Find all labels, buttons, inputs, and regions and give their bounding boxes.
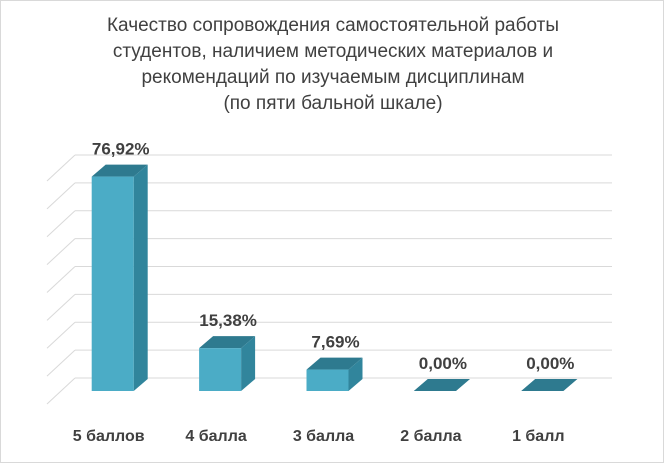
chart-title-line-1: Качество сопровождения самостоятельной р… xyxy=(106,15,559,36)
category-label: 4 балла xyxy=(185,428,246,445)
category-label: 5 баллов xyxy=(73,428,145,445)
bar-top xyxy=(306,357,363,370)
chart-title-line-4: (по пяти бальной шкале) xyxy=(223,93,443,114)
data-label: 0,00% xyxy=(419,354,467,373)
gridline-depth xyxy=(46,377,76,405)
bar xyxy=(306,369,349,391)
bar-top xyxy=(91,164,148,177)
bar-side xyxy=(133,164,148,391)
gridline-depth xyxy=(46,294,76,321)
gridline-depth xyxy=(46,182,76,210)
chart-title: Качество сопровождения самостоятельной р… xyxy=(41,13,625,117)
data-label: 76,92% xyxy=(92,140,150,159)
category-label: 3 балла xyxy=(293,428,354,445)
gridline-depth xyxy=(46,321,76,349)
gridline-depth xyxy=(46,238,76,265)
chart-title-line-3: рекомендаций по изучаемым дисциплинам xyxy=(141,67,525,88)
chart-title-line-2: студентов, наличием методических материа… xyxy=(112,41,554,62)
bar-side xyxy=(348,357,363,391)
data-label: 7,69% xyxy=(311,333,359,352)
bar-top xyxy=(199,336,256,349)
bar xyxy=(413,379,470,391)
gridline-depth xyxy=(46,266,76,293)
bar xyxy=(521,379,578,391)
bar-side xyxy=(241,336,256,391)
data-label: 0,00% xyxy=(526,354,574,373)
gridline-depth xyxy=(46,210,76,238)
category-label: 1 балл xyxy=(512,428,564,445)
gridline-depth xyxy=(46,154,76,182)
bar xyxy=(199,348,242,391)
category-label: 2 балла xyxy=(400,428,461,445)
data-label: 15,38% xyxy=(199,311,257,330)
gridline-depth xyxy=(46,349,76,377)
bar xyxy=(91,176,134,391)
